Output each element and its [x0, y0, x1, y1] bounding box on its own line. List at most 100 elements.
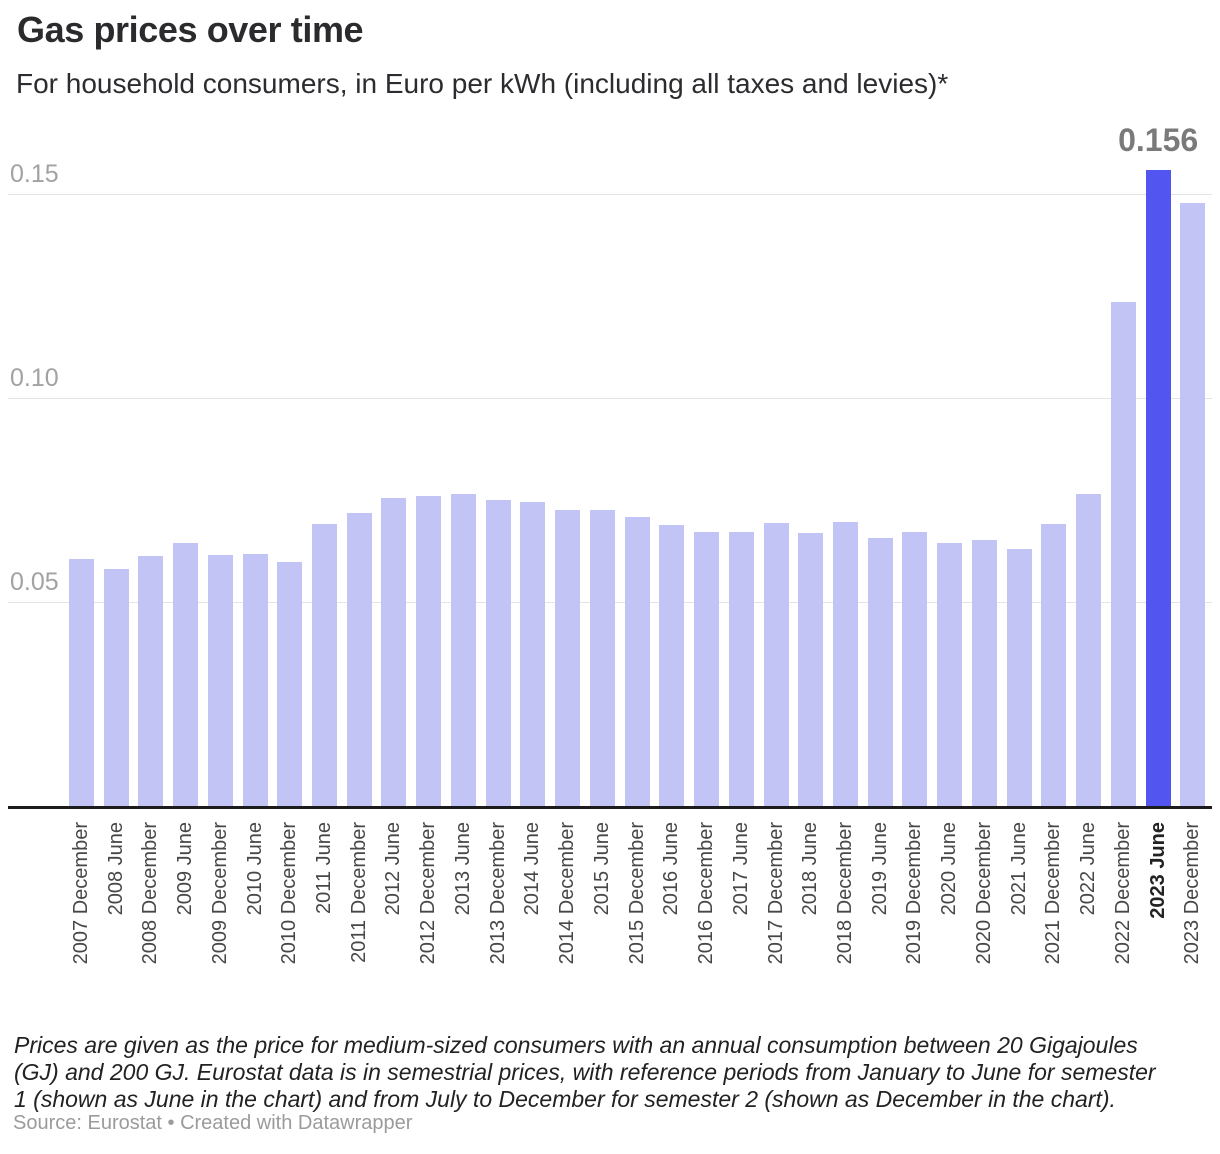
bar[interactable]	[381, 498, 407, 806]
bar-slot	[620, 150, 655, 806]
x-tick-label: 2014 June	[521, 822, 544, 916]
bar-slot	[377, 150, 412, 806]
bar[interactable]	[1110, 302, 1136, 806]
bar-slot	[1176, 150, 1211, 806]
bar[interactable]	[1006, 549, 1032, 806]
x-label-slot: 2007 December	[64, 822, 99, 997]
bar[interactable]	[937, 543, 963, 806]
x-label-slot: 2018 June	[793, 822, 828, 997]
x-tick-label: 2016 June	[660, 822, 683, 916]
bar-slot	[64, 150, 99, 806]
bar-slot	[1037, 150, 1072, 806]
bar[interactable]	[728, 532, 754, 806]
bar-slot	[759, 150, 794, 806]
bar[interactable]	[68, 559, 94, 806]
bar[interactable]	[971, 540, 997, 806]
bar[interactable]	[763, 523, 789, 806]
bars-row: 0.156	[64, 124, 1211, 806]
x-label-slot: 2021 December	[1037, 822, 1072, 997]
bar-slot	[793, 150, 828, 806]
bar[interactable]	[277, 562, 303, 806]
x-axis-line	[8, 806, 1212, 809]
footnote-line: Prices are given as the price for medium…	[14, 1032, 1138, 1058]
plot-area: 0.05 0.10 0.15 0.156 2007 December 2008 June 2…	[8, 124, 1212, 997]
bar-slot	[272, 150, 307, 806]
x-label-slot: 2012 December	[411, 822, 446, 997]
bar-slot	[1002, 150, 1037, 806]
bar[interactable]	[867, 538, 893, 806]
bar[interactable]	[798, 533, 824, 806]
page-title: Gas prices over time	[17, 9, 364, 50]
bar[interactable]	[416, 496, 442, 806]
x-tick-label: 2020 December	[972, 822, 995, 965]
x-tick-label: 2012 December	[417, 822, 440, 965]
bar[interactable]	[207, 555, 233, 806]
bar-slot	[585, 150, 620, 806]
bar[interactable]	[1076, 494, 1102, 806]
x-label-slot: 2014 December	[550, 822, 585, 997]
x-label-slot: 2022 June	[1071, 822, 1106, 997]
x-tick-label: 2020 June	[938, 822, 961, 916]
bar[interactable]	[520, 502, 546, 806]
bar-slot	[967, 150, 1002, 806]
x-tick-label: 2010 December	[278, 822, 301, 965]
x-tick-label: 2014 December	[556, 822, 579, 965]
bar[interactable]	[138, 556, 164, 806]
x-tick-label: 2013 December	[486, 822, 509, 965]
chart-subtitle: For household consumers, in Euro per kWh…	[16, 68, 949, 99]
footnote: Prices are given as the price for medium…	[14, 1032, 1210, 1113]
x-label-slot: 2017 June	[724, 822, 759, 997]
footnote-line: 1 (shown as June in the chart) and from …	[14, 1086, 1116, 1112]
bar-slot	[689, 150, 724, 806]
x-tick-label: 2017 June	[729, 822, 752, 916]
x-label-slot: 2012 June	[377, 822, 412, 997]
x-label-slot: 2011 June	[307, 822, 342, 997]
bar-highlighted[interactable]	[1145, 170, 1171, 806]
footnote-line: (GJ) and 200 GJ. Eurostat data is in sem…	[14, 1059, 1156, 1085]
x-axis-labels: 2007 December 2008 June 2008 December 2009 …	[64, 822, 1210, 997]
x-tick-label: 2015 June	[590, 822, 613, 916]
bar-slot	[446, 150, 481, 806]
y-tick-label: 0.05	[10, 568, 59, 596]
bar[interactable]	[694, 532, 720, 806]
bar[interactable]	[485, 500, 511, 806]
bar-slot	[99, 150, 134, 806]
bar-slot	[411, 150, 446, 806]
bar-slot	[828, 150, 863, 806]
bar[interactable]	[1041, 524, 1067, 806]
bar-slot	[654, 150, 689, 806]
x-tick-label: 2017 December	[764, 822, 787, 965]
x-tick-label: 2022 December	[1111, 822, 1134, 965]
bar[interactable]	[833, 522, 859, 806]
x-tick-label: 2021 December	[1042, 822, 1065, 965]
x-label-slot: 2008 June	[99, 822, 134, 997]
source-line: Source: Eurostat • Created with Datawrap…	[13, 1112, 413, 1134]
bar[interactable]	[173, 543, 199, 806]
bar[interactable]	[312, 524, 337, 806]
bar-slot	[133, 150, 168, 806]
bar[interactable]	[1180, 203, 1206, 806]
x-label-slot: 2013 December	[481, 822, 516, 997]
bar-slot	[550, 150, 585, 806]
x-tick-label: 2008 June	[104, 822, 127, 916]
x-tick-label: 2015 December	[625, 822, 648, 965]
bar[interactable]	[555, 510, 581, 806]
bar[interactable]	[624, 517, 650, 806]
bar-slot	[1106, 150, 1141, 806]
bar[interactable]	[103, 569, 129, 806]
bar[interactable]	[242, 554, 268, 806]
bar[interactable]	[902, 532, 928, 806]
bar[interactable]	[346, 513, 372, 806]
bar[interactable]	[659, 525, 685, 806]
x-label-slot: 2016 December	[689, 822, 724, 997]
x-label-slot: 2021 June	[1002, 822, 1037, 997]
bar-slot	[481, 150, 516, 806]
x-label-slot: 2008 December	[133, 822, 168, 997]
value-label: 0.156	[1118, 122, 1199, 158]
gridline	[8, 194, 1212, 195]
bar[interactable]	[589, 510, 615, 806]
bar[interactable]	[450, 494, 476, 806]
x-label-slot: 2015 June	[585, 822, 620, 997]
x-label-slot: 2009 December	[203, 822, 238, 997]
